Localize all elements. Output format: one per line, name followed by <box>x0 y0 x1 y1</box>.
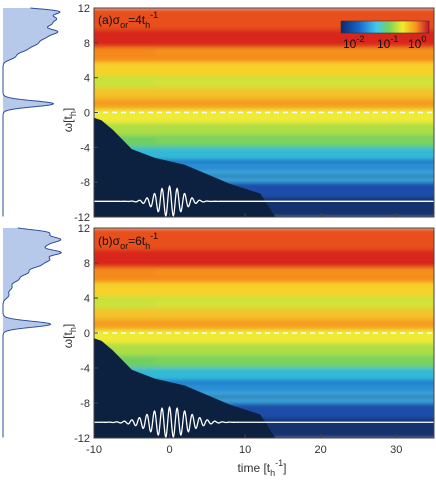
spectrum-fill <box>3 228 62 438</box>
heat-band <box>94 282 434 298</box>
x-tick-label: 10 <box>239 444 251 456</box>
panel-a: 12 8 4 0 -4 -8 -12 ω[th] (a)σor=4th-1 10-2 10-… <box>2 3 435 224</box>
y-tick-label: 4 <box>84 293 90 305</box>
pulse-waveform <box>94 184 434 218</box>
x-tick-label: -10 <box>86 444 102 456</box>
heat-band <box>94 122 434 137</box>
pulse-waveform <box>94 405 434 439</box>
heat-band <box>94 355 434 369</box>
y-tick-label: -12 <box>74 212 90 224</box>
x-ticks-a <box>93 213 397 217</box>
heat-band <box>94 75 434 90</box>
x-axis-label: time [th-1] <box>237 458 286 478</box>
y-axis-label-a: ω[th] <box>61 108 78 132</box>
side-spectrum-b <box>2 227 62 438</box>
heat-streak <box>154 174 434 178</box>
x-ticks-b: -10 0 10 20 30 <box>86 434 402 456</box>
heat-band <box>94 147 434 161</box>
heat-band <box>94 319 434 331</box>
colorbar-tick-1: 10-2 <box>343 34 364 51</box>
y-tick-label: 4 <box>84 73 90 85</box>
heat-streak <box>154 164 434 167</box>
y-tick-label: 12 <box>78 223 90 235</box>
spectrum-line <box>2 227 62 438</box>
heat-band <box>94 267 434 284</box>
dark-region-edge <box>94 117 113 130</box>
y-tick-label: 0 <box>84 108 90 120</box>
pulse-a <box>94 184 434 218</box>
heat-streak <box>154 385 434 388</box>
heat-streak <box>154 359 434 363</box>
y-tick-label: 0 <box>84 328 90 340</box>
heat-streak <box>154 82 434 85</box>
colorbar-tick-2: 10-1 <box>377 34 398 51</box>
panel-label-b: (b)σor=6th-1 <box>98 231 158 251</box>
y-tick-label: -12 <box>74 433 90 445</box>
y-ticks-b: 12 8 4 0 -4 -8 -12 <box>74 223 98 445</box>
heatmap-b <box>94 228 434 438</box>
heat-band <box>94 29 434 49</box>
heat-band <box>94 109 434 124</box>
y-axis-label-b: ω[th] <box>61 324 78 348</box>
panel-b: 12 8 4 0 -4 -8 -12 -10 0 10 20 30 ω[th] (b)σor=6th… <box>2 223 435 478</box>
heat-band <box>94 296 434 310</box>
y-ticks-a: 12 8 4 0 -4 -8 -12 <box>74 3 98 224</box>
y-tick-label: -4 <box>80 142 90 154</box>
dark-region-edge <box>94 338 113 351</box>
x-tick-label: 30 <box>390 444 402 456</box>
colorbar-tick-3: 100 <box>408 34 426 51</box>
heat-streak <box>154 302 434 306</box>
side-spectrum-a <box>2 7 61 217</box>
x-tick-label: 0 <box>166 444 172 456</box>
y-tick-label: -8 <box>80 177 90 189</box>
colorbar-gradient <box>340 20 430 34</box>
heatmap-a <box>94 8 434 217</box>
heat-band <box>94 329 434 345</box>
heat-streak <box>154 139 434 142</box>
pulse-b <box>94 405 434 439</box>
heat-band <box>94 228 434 251</box>
heat-band <box>94 343 434 357</box>
dark-region <box>94 117 276 217</box>
spectrum-line <box>2 7 61 217</box>
heat-band <box>94 135 434 149</box>
y-tick-label: 8 <box>84 258 90 270</box>
heat-streak <box>154 395 434 399</box>
heat-streak <box>154 270 434 273</box>
y-tick-label: -8 <box>80 398 90 410</box>
heat-band <box>94 368 434 382</box>
spectrum-fill <box>3 8 60 217</box>
y-tick-label: -4 <box>80 363 90 375</box>
heat-band <box>94 98 434 111</box>
heat-band <box>94 308 434 320</box>
dark-region <box>94 338 276 438</box>
y-tick-label: 8 <box>84 38 90 50</box>
colorbar: 10-2 10-1 100 <box>340 20 430 51</box>
heat-band <box>94 249 434 269</box>
x-tick-label: 20 <box>315 444 327 456</box>
heat-band <box>94 88 434 100</box>
heat-band <box>94 61 434 77</box>
heat-streak <box>154 50 434 53</box>
panel-label-a: (a)σor=4th-1 <box>98 10 158 30</box>
y-tick-label: 12 <box>78 3 90 15</box>
